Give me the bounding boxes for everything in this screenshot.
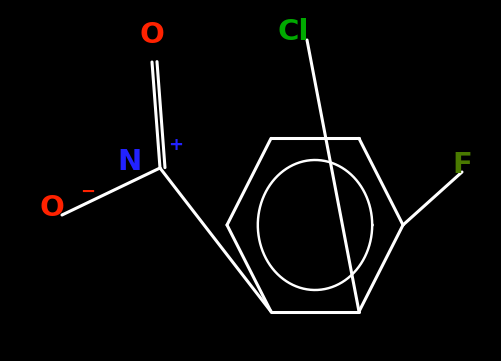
Text: −: − [81,183,96,201]
Text: Cl: Cl [277,18,309,46]
Text: +: + [168,136,183,154]
Text: O: O [140,21,164,49]
Text: O: O [40,194,65,222]
Text: N: N [118,148,142,176]
Text: F: F [452,151,472,179]
